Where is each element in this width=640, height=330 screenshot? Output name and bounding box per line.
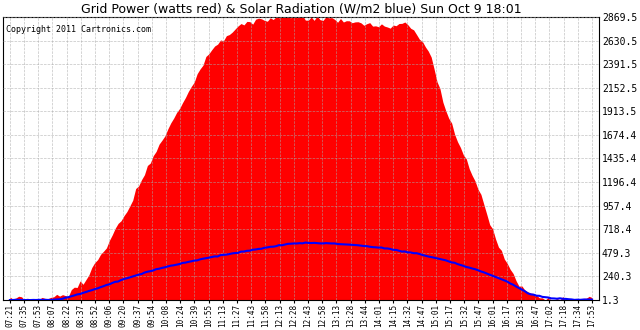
Text: Copyright 2011 Cartronics.com: Copyright 2011 Cartronics.com <box>6 25 151 34</box>
Title: Grid Power (watts red) & Solar Radiation (W/m2 blue) Sun Oct 9 18:01: Grid Power (watts red) & Solar Radiation… <box>81 3 522 16</box>
